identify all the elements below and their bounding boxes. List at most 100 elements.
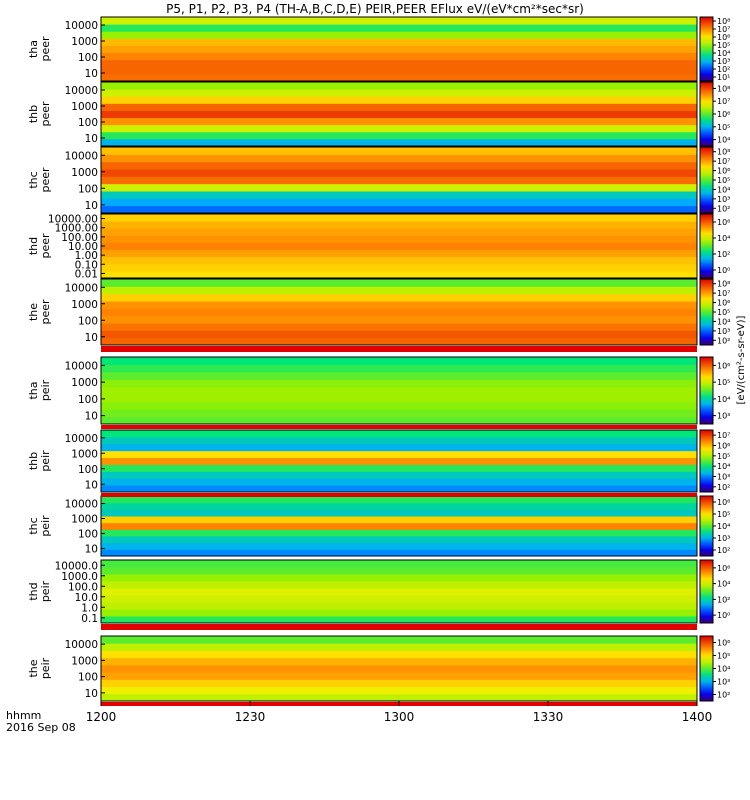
y-tick-label: 100 <box>78 464 98 476</box>
spectrogram-band <box>101 643 697 651</box>
y-tick-label: 10000 <box>65 639 98 651</box>
y-tick-label: 1.00 <box>75 250 98 262</box>
spectrogram-band <box>101 588 697 596</box>
panel-frame <box>100 356 698 425</box>
spectrogram-band <box>101 124 697 133</box>
spectrogram-band <box>101 560 697 568</box>
colorbar-tick-label: 10⁶ <box>717 110 730 119</box>
y-tick-label: 10 <box>85 479 98 491</box>
spectrogram-band <box>101 522 697 530</box>
status-bar <box>101 493 697 497</box>
spectrogram-band <box>101 371 697 380</box>
colorbar <box>699 213 714 279</box>
y-tick-label: 1000 <box>71 448 98 460</box>
panel-frame <box>100 146 698 214</box>
spectrogram-band <box>101 221 697 229</box>
time-axis-label: hhmm <box>6 709 41 722</box>
spectrogram-band <box>101 89 697 97</box>
colorbar-tick-label: 10² <box>717 65 730 74</box>
y-tick-label: 10 <box>85 133 98 145</box>
panel-thb-peer: 10 100 1000 10000 thb peer 10⁴ 10⁵ 10⁶ 10⁷ 10⁸ <box>27 81 730 147</box>
panel-probe-label: thd <box>27 582 40 600</box>
colorbar-tick-label: 10⁵ <box>717 308 730 317</box>
spectrogram-band <box>101 191 697 199</box>
x-tick-label: 1300 <box>384 710 415 724</box>
spectrogram-band <box>101 131 697 140</box>
spectrogram-band <box>101 409 697 418</box>
y-tick-label: 10 <box>85 411 98 423</box>
colorbar-tick-label: 10⁵ <box>717 123 730 132</box>
panel-probe-label: thc <box>27 517 40 534</box>
y-tick-label: 10 <box>85 688 98 700</box>
spectrogram-band <box>101 198 697 207</box>
spectrogram-band <box>101 536 697 544</box>
spectrogram-band <box>101 457 697 465</box>
panel-product-label: peer <box>39 233 52 259</box>
spectrogram-band <box>101 73 697 82</box>
spectrogram-band <box>101 516 697 524</box>
colorbar-tick-label: 10⁶ <box>717 442 730 451</box>
y-tick-label: 10 <box>85 68 98 80</box>
spectrogram-band <box>101 436 697 445</box>
spectrogram-band <box>101 379 697 388</box>
spectrogram-band <box>101 263 697 272</box>
colorbar-tick-label: 10⁶ <box>717 299 730 308</box>
spectrogram-band <box>101 17 697 25</box>
colorbar-tick-label: 10⁶ <box>717 33 730 42</box>
spectrogram-band <box>101 672 697 680</box>
spectrogram-band <box>101 567 697 575</box>
spectrogram-band <box>101 242 697 251</box>
panel-product-label: peir <box>39 580 52 602</box>
colorbar-tick-label: 10⁶ <box>717 498 730 507</box>
spectrogram-band <box>101 496 697 504</box>
panel-probe-label: thb <box>27 105 40 123</box>
colorbar-tick-label: 10⁵ <box>717 510 730 519</box>
panel-the-peir: 10 100 1000 10000 the peir 10² 10³ 10⁴ 10⁵ 10⁶ <box>27 635 730 702</box>
spectrogram-band <box>101 478 697 486</box>
colorbar-tick-label: 10² <box>717 691 730 700</box>
status-bar <box>101 425 697 429</box>
spectrogram-band <box>101 286 697 295</box>
spectrogram-band <box>101 59 697 68</box>
panel-product-label: peir <box>39 379 52 401</box>
spectrogram-band <box>101 138 697 147</box>
colorbar-tick-label: 10⁶ <box>717 639 730 648</box>
panel-product-label: peir <box>39 450 52 472</box>
colorbar-tick-label: 10⁴ <box>717 462 730 471</box>
y-tick-label: 100.0 <box>68 581 98 593</box>
spectrogram-band <box>101 45 697 54</box>
y-tick-label: 10000 <box>65 360 98 372</box>
panel-product-label: peir <box>39 657 52 679</box>
spectrogram-band <box>101 679 697 688</box>
colorbar-tick-label: 10⁰ <box>717 266 730 275</box>
spectrogram-band <box>101 330 697 339</box>
spectrogram-band <box>101 609 697 617</box>
spectrogram-band <box>101 430 697 438</box>
colorbar-tick-label: 10⁵ <box>717 378 730 387</box>
panel-probe-label: the <box>27 659 40 677</box>
spectrogram-band <box>101 502 697 510</box>
spectrogram-band <box>101 471 697 479</box>
y-tick-label: 0.10 <box>75 259 98 271</box>
colorbar-tick-label: 10² <box>717 204 730 213</box>
spectrogram-band <box>101 169 697 177</box>
y-tick-label: 0.1 <box>81 613 98 625</box>
spectrogram-band <box>101 650 697 659</box>
spectrogram-band <box>101 542 697 550</box>
colorbar-tick-label: 10⁵ <box>717 452 730 461</box>
panel-frame <box>100 81 698 147</box>
y-tick-label: 10 <box>85 332 98 344</box>
spectrogram-band <box>101 228 697 236</box>
y-tick-label: 100.00 <box>61 232 98 244</box>
panel-product-label: peer <box>39 36 52 62</box>
spectrogram-band <box>101 117 697 126</box>
y-tick-label: 1000 <box>71 377 98 389</box>
colorbar-tick-label: 10⁴ <box>717 136 730 145</box>
colorbar <box>699 278 714 346</box>
colorbar-tick-label: 10² <box>717 546 730 555</box>
spectrogram-band <box>101 602 697 610</box>
y-tick-label: 100 <box>78 394 98 406</box>
